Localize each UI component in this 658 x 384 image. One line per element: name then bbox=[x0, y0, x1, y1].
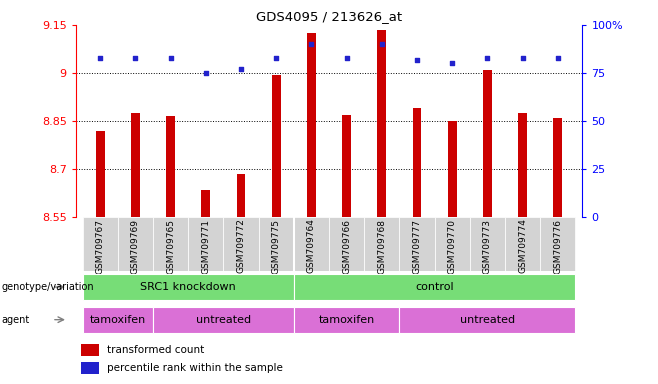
Bar bbox=[307, 33, 316, 217]
Text: GSM709775: GSM709775 bbox=[272, 218, 281, 273]
Text: percentile rank within the sample: percentile rank within the sample bbox=[107, 363, 282, 373]
Bar bbox=[118, 217, 153, 271]
Text: control: control bbox=[415, 282, 454, 292]
Bar bbox=[96, 131, 105, 217]
Bar bbox=[237, 174, 245, 217]
Bar bbox=[518, 113, 527, 217]
Point bbox=[236, 66, 246, 72]
Bar bbox=[188, 217, 224, 271]
Point bbox=[376, 41, 387, 47]
Point bbox=[482, 55, 493, 61]
Point bbox=[342, 55, 352, 61]
Text: untreated: untreated bbox=[196, 314, 251, 325]
Text: GSM709773: GSM709773 bbox=[483, 218, 492, 273]
Text: GSM709777: GSM709777 bbox=[413, 218, 422, 273]
Text: genotype/variation: genotype/variation bbox=[1, 282, 94, 292]
Bar bbox=[399, 217, 434, 271]
Bar bbox=[83, 307, 153, 333]
Bar bbox=[470, 217, 505, 271]
Bar bbox=[272, 74, 280, 217]
Text: GSM709767: GSM709767 bbox=[96, 218, 105, 273]
Bar bbox=[342, 114, 351, 217]
Text: GSM709769: GSM709769 bbox=[131, 218, 140, 273]
Point bbox=[517, 55, 528, 61]
Text: GSM709768: GSM709768 bbox=[377, 218, 386, 273]
Bar bbox=[166, 116, 175, 217]
Bar bbox=[378, 30, 386, 217]
Text: SRC1 knockdown: SRC1 knockdown bbox=[140, 282, 236, 292]
Text: tamoxifen: tamoxifen bbox=[89, 314, 146, 325]
Bar bbox=[83, 217, 118, 271]
Point bbox=[271, 55, 282, 61]
Bar bbox=[294, 307, 399, 333]
Bar bbox=[153, 307, 294, 333]
Bar bbox=[294, 274, 575, 300]
Point bbox=[201, 70, 211, 76]
Bar bbox=[294, 217, 329, 271]
Point bbox=[412, 56, 422, 63]
Bar bbox=[364, 217, 399, 271]
Bar bbox=[131, 113, 140, 217]
Bar bbox=[399, 307, 575, 333]
Text: GSM709774: GSM709774 bbox=[518, 218, 527, 273]
Bar bbox=[201, 190, 211, 217]
Bar bbox=[434, 217, 470, 271]
Text: agent: agent bbox=[1, 314, 30, 325]
Bar bbox=[553, 118, 562, 217]
Bar bbox=[224, 217, 259, 271]
Bar bbox=[505, 217, 540, 271]
Text: transformed count: transformed count bbox=[107, 345, 204, 355]
Bar bbox=[81, 362, 99, 374]
Bar bbox=[447, 121, 457, 217]
Point bbox=[447, 60, 457, 66]
Bar bbox=[413, 108, 421, 217]
Text: GSM709770: GSM709770 bbox=[447, 218, 457, 273]
Point bbox=[306, 41, 316, 47]
Bar bbox=[259, 217, 294, 271]
Point bbox=[165, 55, 176, 61]
Point bbox=[95, 55, 105, 61]
Bar bbox=[153, 217, 188, 271]
Text: GSM709772: GSM709772 bbox=[236, 218, 245, 273]
Bar bbox=[540, 217, 575, 271]
Point bbox=[130, 55, 141, 61]
Bar bbox=[483, 70, 492, 217]
Bar bbox=[81, 344, 99, 356]
Text: GSM709776: GSM709776 bbox=[553, 218, 562, 273]
Text: GSM709766: GSM709766 bbox=[342, 218, 351, 273]
Bar bbox=[329, 217, 364, 271]
Point bbox=[553, 55, 563, 61]
Text: GSM709771: GSM709771 bbox=[201, 218, 211, 273]
Text: GSM709764: GSM709764 bbox=[307, 218, 316, 273]
Text: GDS4095 / 213626_at: GDS4095 / 213626_at bbox=[256, 10, 402, 23]
Text: GSM709765: GSM709765 bbox=[166, 218, 175, 273]
Bar bbox=[83, 274, 294, 300]
Text: untreated: untreated bbox=[460, 314, 515, 325]
Text: tamoxifen: tamoxifen bbox=[318, 314, 374, 325]
